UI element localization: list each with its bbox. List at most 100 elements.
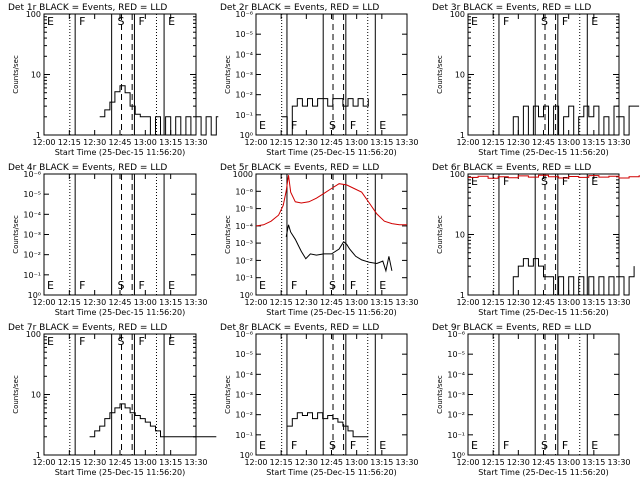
y-tick-label: 1	[460, 291, 465, 300]
x-tick-label: 12:30	[507, 138, 530, 147]
x-tick-label: 13:30	[607, 138, 630, 147]
marker-label-f: F	[562, 439, 568, 452]
x-tick-label: 13:15	[370, 138, 393, 147]
x-tick-label: 12:30	[295, 458, 318, 467]
x-axis-label: Start Time (25-Dec-15 11:56:20)	[478, 148, 609, 157]
x-axis-label: Start Time (25-Dec-15 11:56:20)	[266, 148, 397, 157]
x-tick-label: 13:30	[184, 138, 207, 147]
marker-label-s: S	[118, 335, 125, 348]
marker-label-f: F	[350, 439, 356, 452]
marker-label-e: E	[471, 15, 478, 28]
marker-label-f: F	[138, 279, 144, 292]
x-tick-label: 13:15	[582, 138, 605, 147]
y-tick-label: 10⁻¹	[235, 431, 253, 440]
x-axis-label: Start Time (25-Dec-15 11:56:20)	[478, 308, 609, 317]
x-tick-label: 12:00	[244, 458, 267, 467]
marker-label-e: E	[47, 15, 54, 28]
x-tick-label: 13:00	[134, 458, 157, 467]
detector-panel-3: Det 3r BLACK = Events, RED = LLD 1 10 100 12…	[432, 3, 640, 157]
marker-label-s: S	[118, 15, 125, 28]
y-tick-label: 10⁰	[28, 291, 41, 300]
y-tick-label: 10⁰	[240, 451, 253, 460]
detector-panel-8: Det 8r BLACK = Events, RED = LLD 10⁰ 10⁻¹ 1…	[220, 323, 419, 477]
x-tick-label: 12:15	[58, 138, 81, 147]
x-tick-label: 13:30	[184, 298, 207, 307]
y-tick-label: 10⁻⁶	[235, 330, 253, 339]
y-tick-label: 10⁰	[240, 291, 253, 300]
y-axis-label: Counts/sec	[224, 375, 232, 414]
marker-label-f: F	[562, 15, 568, 28]
detector-panel-7: Det 7r BLACK = Events, RED = LLD 1 10 100 12…	[8, 323, 369, 477]
y-tick-label: 100	[26, 10, 41, 19]
panel-title: Det 2r BLACK = Events, RED = LLD	[220, 3, 379, 13]
y-tick-label: 10	[31, 71, 41, 80]
marker-label-e: E	[379, 279, 386, 292]
detector-panel-2: Det 2r BLACK = Events, RED = LLD 10⁰ 10⁻¹ 1…	[220, 3, 419, 157]
marker-label-e: E	[47, 335, 54, 348]
y-tick-label: 1	[36, 131, 41, 140]
x-tick-label: 12:15	[270, 138, 293, 147]
x-tick-label: 13:15	[159, 458, 182, 467]
plot-frame	[43, 13, 197, 136]
y-axis-label: Counts/sec	[224, 55, 232, 94]
marker-label-e: E	[591, 175, 598, 188]
x-tick-label: 12:15	[58, 458, 81, 467]
y-tick-label: 10⁻⁵	[447, 350, 465, 359]
x-tick-label: 13:15	[159, 298, 182, 307]
x-tick-label: 13:15	[370, 458, 393, 467]
y-tick-label: 10⁻²	[447, 411, 465, 420]
y-tick-label: 100	[450, 170, 465, 179]
marker-label-e: E	[591, 439, 598, 452]
x-tick-label: 12:45	[320, 298, 343, 307]
y-axis-label: Counts/sec	[224, 215, 232, 254]
events-series-2	[287, 412, 369, 438]
marker-label-f: F	[291, 279, 297, 292]
x-tick-label: 12:45	[108, 138, 131, 147]
events-series-1	[508, 105, 640, 136]
marker-label-e: E	[168, 335, 175, 348]
events-series-2	[282, 98, 369, 136]
x-tick-label: 13:00	[557, 298, 580, 307]
x-tick-label: 12:45	[532, 458, 555, 467]
panel-title: Det 4r BLACK = Events, RED = LLD	[8, 163, 167, 173]
y-tick-label: 10⁰	[452, 451, 465, 460]
events-series-1	[89, 403, 217, 438]
x-tick-label: 13:15	[159, 138, 182, 147]
x-tick-label: 12:00	[32, 138, 55, 147]
x-tick-label: 12:15	[270, 458, 293, 467]
x-tick-label: 12:30	[295, 298, 318, 307]
y-axis-label: Counts/sec	[436, 55, 444, 94]
x-tick-label: 12:00	[456, 138, 479, 147]
x-tick-label: 12:45	[532, 138, 555, 147]
x-tick-label: 12:15	[270, 298, 293, 307]
x-axis-label: Start Time (25-Dec-15 11:56:20)	[266, 308, 397, 317]
plot-frame	[255, 13, 408, 136]
x-axis-label: Start Time (25-Dec-15 11:56:20)	[478, 468, 609, 477]
x-tick-label: 12:30	[507, 458, 530, 467]
marker-label-f: F	[350, 119, 356, 132]
plot-frame	[255, 173, 408, 296]
y-axis-label: Counts/sec	[12, 215, 20, 254]
detector-panel-5: Det 5r BLACK = Events, RED = LLD 10⁰ 10⁻¹ 1…	[220, 163, 419, 317]
marker-label-e: E	[471, 175, 478, 188]
x-tick-label: 13:30	[395, 138, 418, 147]
y-tick-label: 10	[455, 231, 465, 240]
y-tick-label: 10⁻⁶	[235, 10, 253, 19]
x-tick-label: 12:15	[482, 298, 505, 307]
marker-label-e: E	[379, 439, 386, 452]
x-tick-label: 12:15	[482, 138, 505, 147]
y-tick-label: 10⁻⁵	[235, 205, 253, 214]
marker-label-f: F	[79, 15, 85, 28]
marker-label-f: F	[503, 15, 509, 28]
y-tick-label: 10⁻²	[23, 251, 41, 260]
y-tick-label: 100	[26, 330, 41, 339]
y-tick-label: 10⁻⁵	[235, 350, 253, 359]
y-tick-label: 10⁻³	[23, 231, 41, 240]
x-tick-label: 13:15	[582, 458, 605, 467]
y-tick-label: 10⁻²	[235, 411, 253, 420]
y-tick-label: 10⁻¹	[23, 271, 41, 280]
x-tick-label: 13:00	[134, 298, 157, 307]
detector-panel-6: Det 6r BLACK = Events, RED = LLD 1 10 100 12…	[432, 163, 640, 317]
lld-series-1	[255, 175, 407, 227]
